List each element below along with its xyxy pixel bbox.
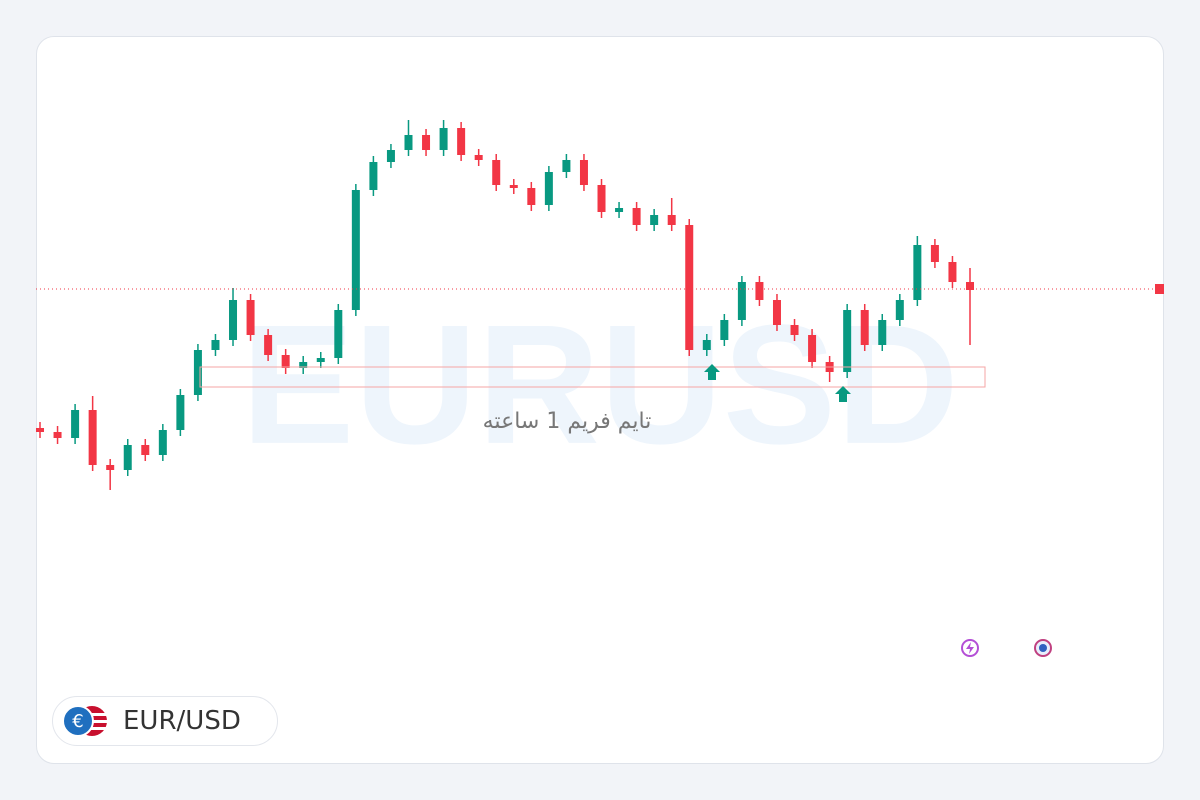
svg-text:€: €: [72, 711, 83, 732]
candle-body: [53, 432, 62, 438]
candle-body: [597, 185, 606, 212]
signal-arrow: [704, 364, 851, 402]
candle-body: [316, 358, 325, 362]
candles: [36, 120, 974, 490]
candle-body: [176, 395, 185, 430]
candle-body: [492, 160, 501, 185]
candle-body: [808, 335, 817, 362]
candle-body: [930, 245, 939, 262]
candle-body: [211, 340, 220, 350]
candle-body: [702, 340, 711, 350]
candle-body: [439, 128, 448, 150]
candle-body: [457, 128, 466, 155]
candle-body: [106, 465, 115, 470]
support-zone: [199, 366, 986, 388]
candle-body: [509, 185, 518, 188]
candle-body: [772, 300, 781, 325]
candle-body: [579, 160, 588, 185]
candle-body: [474, 155, 483, 160]
candle-body: [615, 208, 624, 212]
candle-body: [123, 445, 132, 470]
candle-body: [790, 325, 799, 335]
candle-body: [281, 355, 290, 368]
candle-body: [895, 300, 904, 320]
flag-icon: €: [62, 705, 107, 737]
candle-body: [913, 245, 922, 300]
candle-body: [229, 300, 238, 340]
symbol-chip[interactable]: € EUR/USD: [52, 696, 278, 746]
candle-body: [948, 262, 957, 282]
candle-body: [878, 320, 887, 345]
candle-body: [632, 208, 641, 225]
candle-body: [193, 350, 202, 395]
price-marker: [1155, 284, 1164, 294]
candle-body: [966, 282, 974, 290]
subtitle: تایم فریم 1 ساعته: [483, 409, 652, 434]
candle-body: [386, 150, 395, 162]
candle-body: [843, 310, 852, 372]
candle-body: [737, 282, 746, 320]
candle-body: [36, 428, 44, 432]
candle-body: [562, 160, 571, 172]
candle-body: [720, 320, 729, 340]
candle-body: [88, 410, 97, 465]
candle-body: [860, 310, 869, 345]
candle-body: [527, 188, 536, 205]
candle-body: [334, 310, 343, 358]
candle-body: [404, 135, 413, 150]
candle-body: [544, 172, 553, 205]
candle-body: [667, 215, 676, 225]
candle-body: [422, 135, 431, 150]
candle-body: [158, 430, 167, 455]
candle-body: [351, 190, 360, 310]
symbol-label: EUR/USD: [123, 706, 241, 736]
watermark: EURUSD: [241, 290, 959, 480]
candle-body: [71, 410, 80, 438]
tool-icon[interactable]: [1034, 639, 1052, 657]
candle-body: [755, 282, 764, 300]
candle-body: [246, 300, 255, 335]
candle-body: [141, 445, 150, 455]
candle-body: [685, 225, 694, 350]
tool-icon[interactable]: [961, 639, 979, 657]
candle-body: [299, 362, 308, 368]
candle-body: [264, 335, 273, 355]
candle-body: [369, 162, 378, 190]
candle-body: [650, 215, 659, 225]
